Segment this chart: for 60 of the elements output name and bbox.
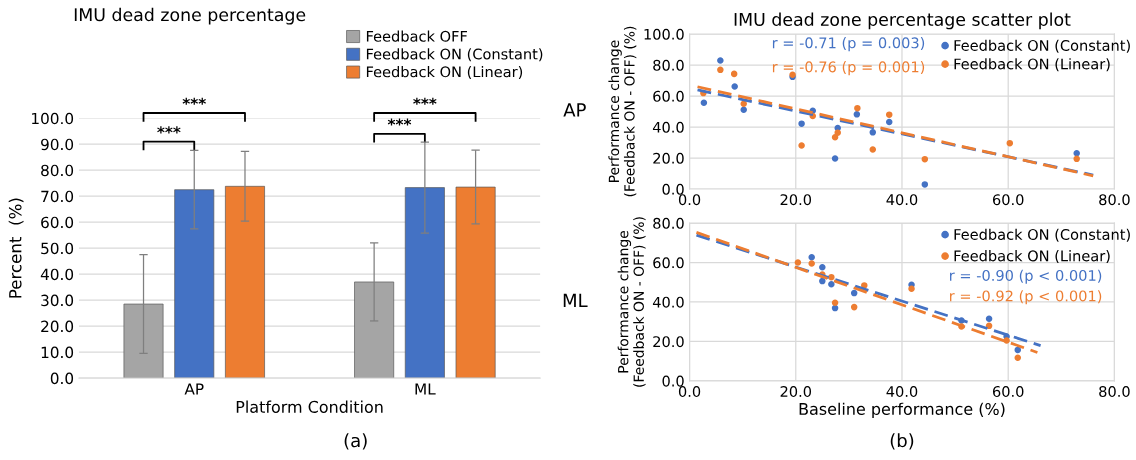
x-tick-label: 20.0 — [780, 194, 812, 206]
y-tick-label: 10.0 — [41, 346, 74, 359]
legend-label: Feedback OFF — [366, 30, 467, 42]
annotation: r = -0.76 (p = 0.001) — [772, 61, 925, 76]
y-axis-title: Performance change (Feedback ON - OFF) (%) — [617, 217, 646, 387]
legend-label: Feedback ON (Linear) — [954, 250, 1110, 264]
x-axis-title: Baseline performance (%) — [799, 402, 1005, 419]
y-tick-label: 50.0 — [41, 242, 74, 255]
text: AP — [563, 103, 586, 117]
y-tick-label: 40.0 — [652, 296, 684, 308]
y-tick-label: 100.0 — [644, 28, 684, 40]
legend-label: Feedback ON (Linear) — [366, 66, 523, 80]
chart-title: IMU dead zone percentage — [74, 7, 306, 25]
x-axis-title: Platform Condition — [236, 400, 383, 413]
x-tick-label: 80.0 — [1099, 386, 1130, 398]
x-tick-label: 60.0 — [992, 386, 1024, 398]
y-tick-label: 80.0 — [653, 217, 684, 229]
y-tick-label: 70.0 — [41, 190, 74, 203]
text: *** — [413, 97, 437, 105]
annotation: *** — [157, 126, 181, 134]
annotation: r = -0.92 (p < 0.001) — [950, 290, 1102, 305]
y-tick-label: 90.0 — [41, 138, 74, 151]
x-tick-label: 0.0 — [678, 386, 701, 398]
annotation: r = -0.90 (p < 0.001) — [950, 269, 1102, 284]
annotation: *** — [387, 118, 412, 126]
legend-label: Feedback ON (Constant) — [366, 48, 543, 62]
text: *** — [182, 97, 206, 105]
chart-title: IMU dead zone percentage scatter plot — [734, 12, 1071, 30]
y-tick-label: 0.0 — [662, 375, 684, 387]
y-tick-label: 0.0 — [662, 183, 684, 195]
y-tick-label: 40.0 — [652, 121, 684, 133]
x-tick-label: 0.0 — [678, 194, 701, 206]
y-tick-label: 0.0 — [50, 372, 74, 385]
y-tick-label: 60.0 — [653, 90, 684, 102]
y-tick-label: 80.0 — [653, 59, 684, 71]
text: (a) — [344, 433, 367, 450]
annotation: r = -0.71 (p = 0.003) — [772, 37, 925, 52]
y-tick-label: 30.0 — [41, 294, 74, 307]
x-tick-label: 60.0 — [992, 194, 1024, 206]
y-tick-label: 80.0 — [41, 164, 74, 177]
y-axis-title: Percent (%) — [8, 198, 24, 298]
x-tick-label: AP — [184, 383, 204, 395]
y-tick-label: 20.0 — [653, 152, 684, 164]
y-tick-label: 40.0 — [40, 268, 74, 281]
y-tick-label: 60.0 — [653, 257, 684, 269]
y-axis-title: Performance change (Feedback ON - OFF) (%) — [608, 26, 637, 197]
y-tick-label: 60.0 — [41, 216, 74, 229]
text: ML — [563, 293, 588, 307]
y-tick-label: 100.0 — [32, 112, 74, 125]
x-tick-label: 80.0 — [1099, 194, 1130, 206]
text: (b) — [890, 433, 914, 450]
y-tick-label: 20.0 — [41, 320, 74, 333]
x-tick-label: 40.0 — [886, 194, 918, 206]
x-tick-label: ML — [415, 383, 436, 395]
legend-label: Feedback ON (Constant) — [954, 39, 1130, 53]
legend-label: Feedback ON (Linear) — [954, 58, 1110, 72]
y-tick-label: 20.0 — [653, 336, 684, 348]
legend-label: Feedback ON (Constant) — [954, 228, 1130, 242]
x-tick-label: 40.0 — [886, 386, 918, 398]
x-tick-label: 20.0 — [780, 386, 812, 398]
